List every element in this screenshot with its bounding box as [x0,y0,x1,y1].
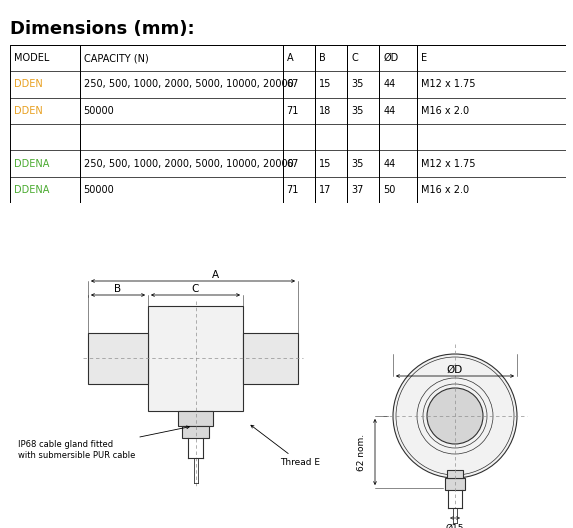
Text: A: A [211,270,218,280]
Text: 44: 44 [383,106,395,116]
Text: 35: 35 [351,159,363,168]
Bar [178,411,213,426]
Text: Thread E: Thread E [251,425,320,467]
Ellipse shape [427,388,483,444]
Text: 15: 15 [319,80,331,89]
Bar [182,426,209,438]
Text: Dimensions (mm):: Dimensions (mm): [10,20,195,38]
Text: Ø15: Ø15 [446,524,464,528]
Text: 67: 67 [286,159,299,168]
Text: B: B [115,284,121,294]
Text: 35: 35 [351,80,363,89]
Text: 18: 18 [319,106,331,116]
Bar [445,478,465,490]
Text: C: C [351,53,358,63]
Text: B: B [319,53,325,63]
Text: 62 nom.: 62 nom. [356,433,366,470]
Text: C: C [191,284,199,294]
Text: 35: 35 [351,106,363,116]
Text: 250, 500, 1000, 2000, 5000, 10000, 20000: 250, 500, 1000, 2000, 5000, 10000, 20000 [84,80,293,89]
Text: 37: 37 [351,185,363,195]
Text: E: E [421,53,427,63]
Text: DDENA: DDENA [14,159,50,168]
Text: 50: 50 [383,185,395,195]
Text: DDENA: DDENA [14,185,50,195]
Text: 15: 15 [319,159,331,168]
Text: 67: 67 [286,80,299,89]
Text: 44: 44 [383,80,395,89]
Bar [88,333,148,384]
Ellipse shape [393,354,517,478]
Text: 44: 44 [383,159,395,168]
Text: A: A [286,53,293,63]
Text: IP68 cable gland fitted
with submersible PUR cable: IP68 cable gland fitted with submersible… [18,426,189,460]
Text: 71: 71 [286,106,299,116]
Text: 50000: 50000 [84,185,115,195]
Text: DDEN: DDEN [14,80,43,89]
Text: CAPACITY (N): CAPACITY (N) [84,53,148,63]
Text: M12 x 1.75: M12 x 1.75 [421,80,476,89]
Text: ØD: ØD [383,53,398,63]
Text: DDEN: DDEN [14,106,43,116]
Text: 71: 71 [286,185,299,195]
Text: M12 x 1.75: M12 x 1.75 [421,159,476,168]
Text: MODEL: MODEL [14,53,50,63]
Text: 17: 17 [319,185,331,195]
Bar [447,470,463,478]
Text: M16 x 2.0: M16 x 2.0 [421,106,469,116]
Text: 50000: 50000 [84,106,115,116]
Text: 250, 500, 1000, 2000, 5000, 10000, 20000: 250, 500, 1000, 2000, 5000, 10000, 20000 [84,159,293,168]
Text: ØD: ØD [447,365,463,375]
Text: M16 x 2.0: M16 x 2.0 [421,185,469,195]
Bar [243,333,298,384]
Bar [148,306,243,411]
